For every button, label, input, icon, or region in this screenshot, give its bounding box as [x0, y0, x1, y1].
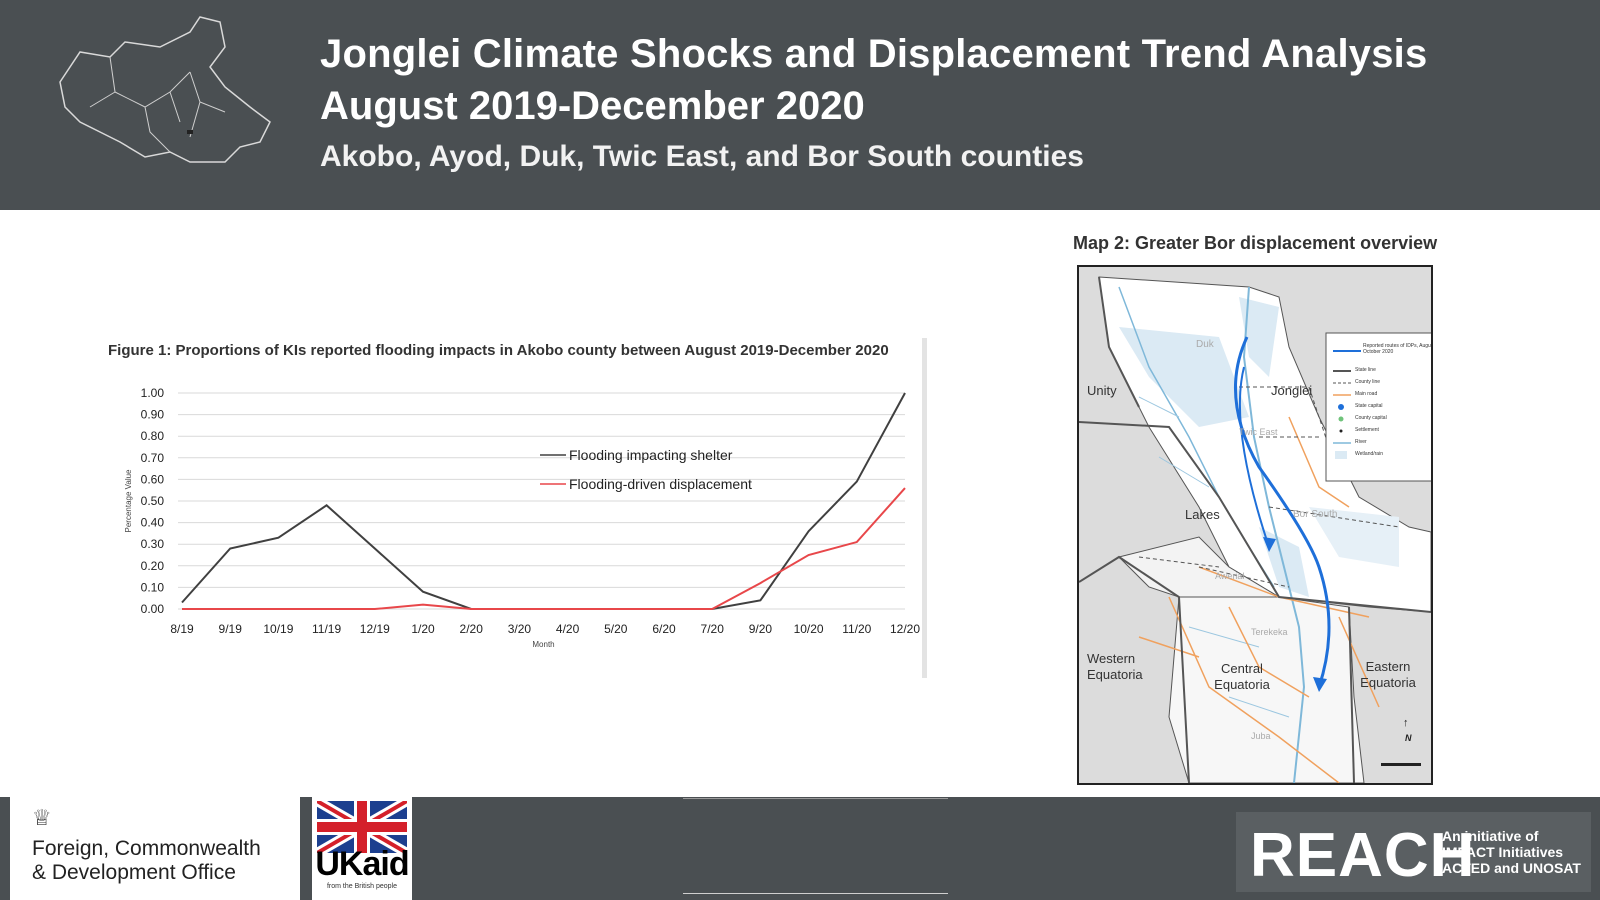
reach-logo: REACH An initiative of IMPACT Initiative…	[1236, 812, 1591, 892]
page-subtitle: Akobo, Ayod, Duk, Twic East, and Bor Sou…	[320, 140, 1084, 173]
y-axis-label: Percentage Value	[124, 469, 133, 533]
label-bor-south: Bor South	[1293, 509, 1338, 520]
label-lakes: Lakes	[1185, 507, 1220, 522]
y-tick-label: 1.00	[141, 386, 165, 400]
y-tick-label: 0.70	[141, 451, 165, 465]
y-tick-label: 0.60	[141, 472, 165, 486]
legend-wetland: Wetland/rain	[1355, 451, 1383, 457]
fcdo-line-1: Foreign, Commonwealth	[32, 837, 261, 860]
y-tick-label: 0.50	[141, 494, 165, 508]
figure-1: Figure 1: Proportions of KIs reported fl…	[100, 330, 930, 690]
x-tick-label: 7/20	[701, 622, 725, 636]
x-tick-label: 3/20	[508, 622, 532, 636]
label-jonglei: Jonglei	[1271, 383, 1313, 398]
fcdo-line-2: & Development Office	[32, 861, 236, 884]
series-line-1	[182, 487, 906, 610]
south-sudan-map-icon	[59, 16, 271, 163]
legend-label-1: Flooding-driven displacement	[569, 476, 752, 492]
y-tick-label: 0.90	[141, 408, 165, 422]
x-tick-label: 1/20	[411, 622, 435, 636]
y-tick-label: 0.30	[141, 537, 165, 551]
y-tick-label: 0.00	[141, 602, 165, 616]
line-chart: 0.00 0.10 0.20 0.30 0.40 0.50 0.60 0.70 0.80 0.90…	[124, 386, 920, 649]
x-tick-label: 10/20	[794, 622, 824, 636]
reach-wordmark: REACH	[1250, 821, 1476, 890]
reach-tag-2: IMPACT Initiatives	[1442, 844, 1564, 860]
ukaid-wordmark: UKaid	[315, 845, 409, 883]
greater-bor-map: Duk Unity Jonglei Twic East Lakes Bor So…	[1077, 265, 1433, 785]
map-graphic	[1079, 276, 1431, 783]
jonglei-marker	[187, 130, 193, 134]
footer-divider	[683, 798, 948, 799]
north-label: N	[1405, 733, 1412, 743]
north-arrow-icon: ↑	[1403, 717, 1409, 729]
x-tick-label: 12/20	[890, 622, 920, 636]
label-unity: Unity	[1087, 383, 1117, 398]
label-duk: Duk	[1196, 339, 1214, 350]
royal-crest-icon: ♕	[32, 805, 52, 830]
y-tick-label: 0.20	[141, 559, 165, 573]
x-tick-label: 11/20	[842, 622, 871, 636]
ukaid-logo: UKaid from the British people	[312, 797, 412, 900]
union-flag-icon	[317, 801, 407, 853]
y-tick-label: 0.10	[141, 580, 165, 594]
reach-tag-1: An initiative of	[1442, 828, 1539, 844]
x-tick-label: 4/20	[556, 622, 580, 636]
y-tick-label: 0.80	[141, 429, 165, 443]
chart-title: Figure 1: Proportions of KIs reported fl…	[108, 342, 889, 359]
label-eastern-equatoria: Eastern Equatoria	[1360, 659, 1416, 690]
legend-river: River	[1355, 439, 1367, 445]
x-tick-label: 10/19	[263, 622, 293, 636]
ukaid-tagline: from the British people	[326, 883, 398, 890]
fcdo-logo: ♕ Foreign, Commonwealth & Development Of…	[10, 797, 300, 900]
header-banner: Jonglei Climate Shocks and Displacement …	[0, 0, 1600, 210]
legend-main-road: Main road	[1355, 391, 1378, 397]
reach-tag-3: ACTED and UNOSAT	[1442, 860, 1581, 876]
x-tick-label: 6/20	[652, 622, 676, 636]
page-title-date-range: August 2019-December 2020	[320, 84, 865, 128]
legend-routes: Reported routes of IDPs, August-October …	[1363, 343, 1433, 355]
x-tick-label: 9/20	[749, 622, 773, 636]
legend-county-line: County line	[1355, 379, 1381, 385]
x-tick-label: 2/20	[460, 622, 484, 636]
legend-county-capital: County capital	[1355, 415, 1387, 421]
x-tick-label: 12/19	[360, 622, 390, 636]
map-title: Map 2: Greater Bor displacement overview	[1073, 233, 1438, 253]
footer: ♕ Foreign, Commonwealth & Development Of…	[0, 797, 1600, 900]
x-tick-label: 8/19	[170, 622, 194, 636]
x-tick-label: 5/20	[604, 622, 628, 636]
x-axis-label: Month	[532, 640, 554, 649]
label-terekeka: Terekeka	[1251, 627, 1288, 637]
legend-state-capital: State capital	[1355, 403, 1383, 409]
divider	[922, 338, 927, 678]
label-awerial: Awerial	[1215, 571, 1245, 581]
label-central-equatoria: Central Equatoria	[1214, 661, 1270, 692]
scale-bar	[1381, 763, 1421, 766]
legend-state-line: State line	[1355, 367, 1376, 373]
x-tick-label: 9/19	[219, 622, 243, 636]
label-western-equatoria: Western Equatoria	[1087, 651, 1143, 682]
y-tick-label: 0.40	[141, 516, 165, 530]
x-tick-label: 11/19	[312, 622, 341, 636]
page-title: Jonglei Climate Shocks and Displacement …	[320, 32, 1428, 76]
footer-placeholder	[683, 801, 948, 894]
label-twic-east: Twic East	[1239, 427, 1278, 437]
legend-settlement: Settlement	[1355, 427, 1379, 433]
legend-label-0: Flooding impacting shelter	[569, 447, 733, 463]
label-juba: Juba	[1251, 731, 1271, 741]
